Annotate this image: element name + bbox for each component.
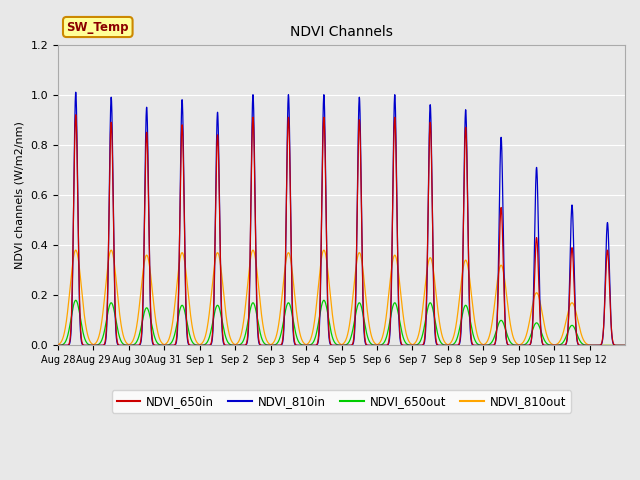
NDVI_650in [54,343,62,348]
NDVI_810out [615,343,623,348]
Line: NDVI_650in: NDVI_650in [58,115,625,346]
NDVI_810out [170,307,178,312]
NDVI_810in [534,235,542,240]
NDVI_650out [615,343,623,348]
Line: NDVI_810in: NDVI_810in [58,92,625,346]
Text: SW_Temp: SW_Temp [67,21,129,34]
NDVI_810out [465,266,472,272]
NDVI_810out [621,343,629,348]
NDVI_650out [465,309,472,314]
NDVI_650in [170,342,178,348]
NDVI_650in [500,303,508,309]
NDVI_810in [72,89,79,95]
NDVI_650out [170,333,178,339]
NDVI_650in [415,343,422,348]
NDVI_810in [170,342,178,348]
Y-axis label: NDVI channels (W/m2/nm): NDVI channels (W/m2/nm) [15,121,25,269]
NDVI_650out [415,341,422,347]
NDVI_650out [500,324,508,329]
NDVI_650out [534,322,542,328]
NDVI_650out [72,298,79,303]
Legend: NDVI_650in, NDVI_810in, NDVI_650out, NDVI_810out: NDVI_650in, NDVI_810in, NDVI_650out, NDV… [112,390,571,413]
NDVI_810out [500,275,508,281]
Line: NDVI_810out: NDVI_810out [58,250,625,346]
NDVI_810out [534,293,542,299]
NDVI_810in [586,343,593,348]
NDVI_810out [54,342,62,348]
NDVI_650in [615,343,623,348]
NDVI_650in [465,243,472,249]
NDVI_810in [615,343,623,348]
NDVI_650in [586,343,593,348]
NDVI_650out [621,343,629,348]
NDVI_810in [415,343,422,348]
NDVI_650in [72,112,79,118]
NDVI_810out [415,333,422,338]
NDVI_650in [534,272,542,277]
Line: NDVI_650out: NDVI_650out [58,300,625,346]
NDVI_650in [621,343,629,348]
NDVI_810in [621,343,629,348]
Title: NDVI Channels: NDVI Channels [290,25,393,39]
NDVI_810out [72,247,79,253]
NDVI_810in [465,250,472,255]
NDVI_810in [500,296,508,301]
NDVI_810in [54,343,62,348]
NDVI_650out [54,343,62,348]
